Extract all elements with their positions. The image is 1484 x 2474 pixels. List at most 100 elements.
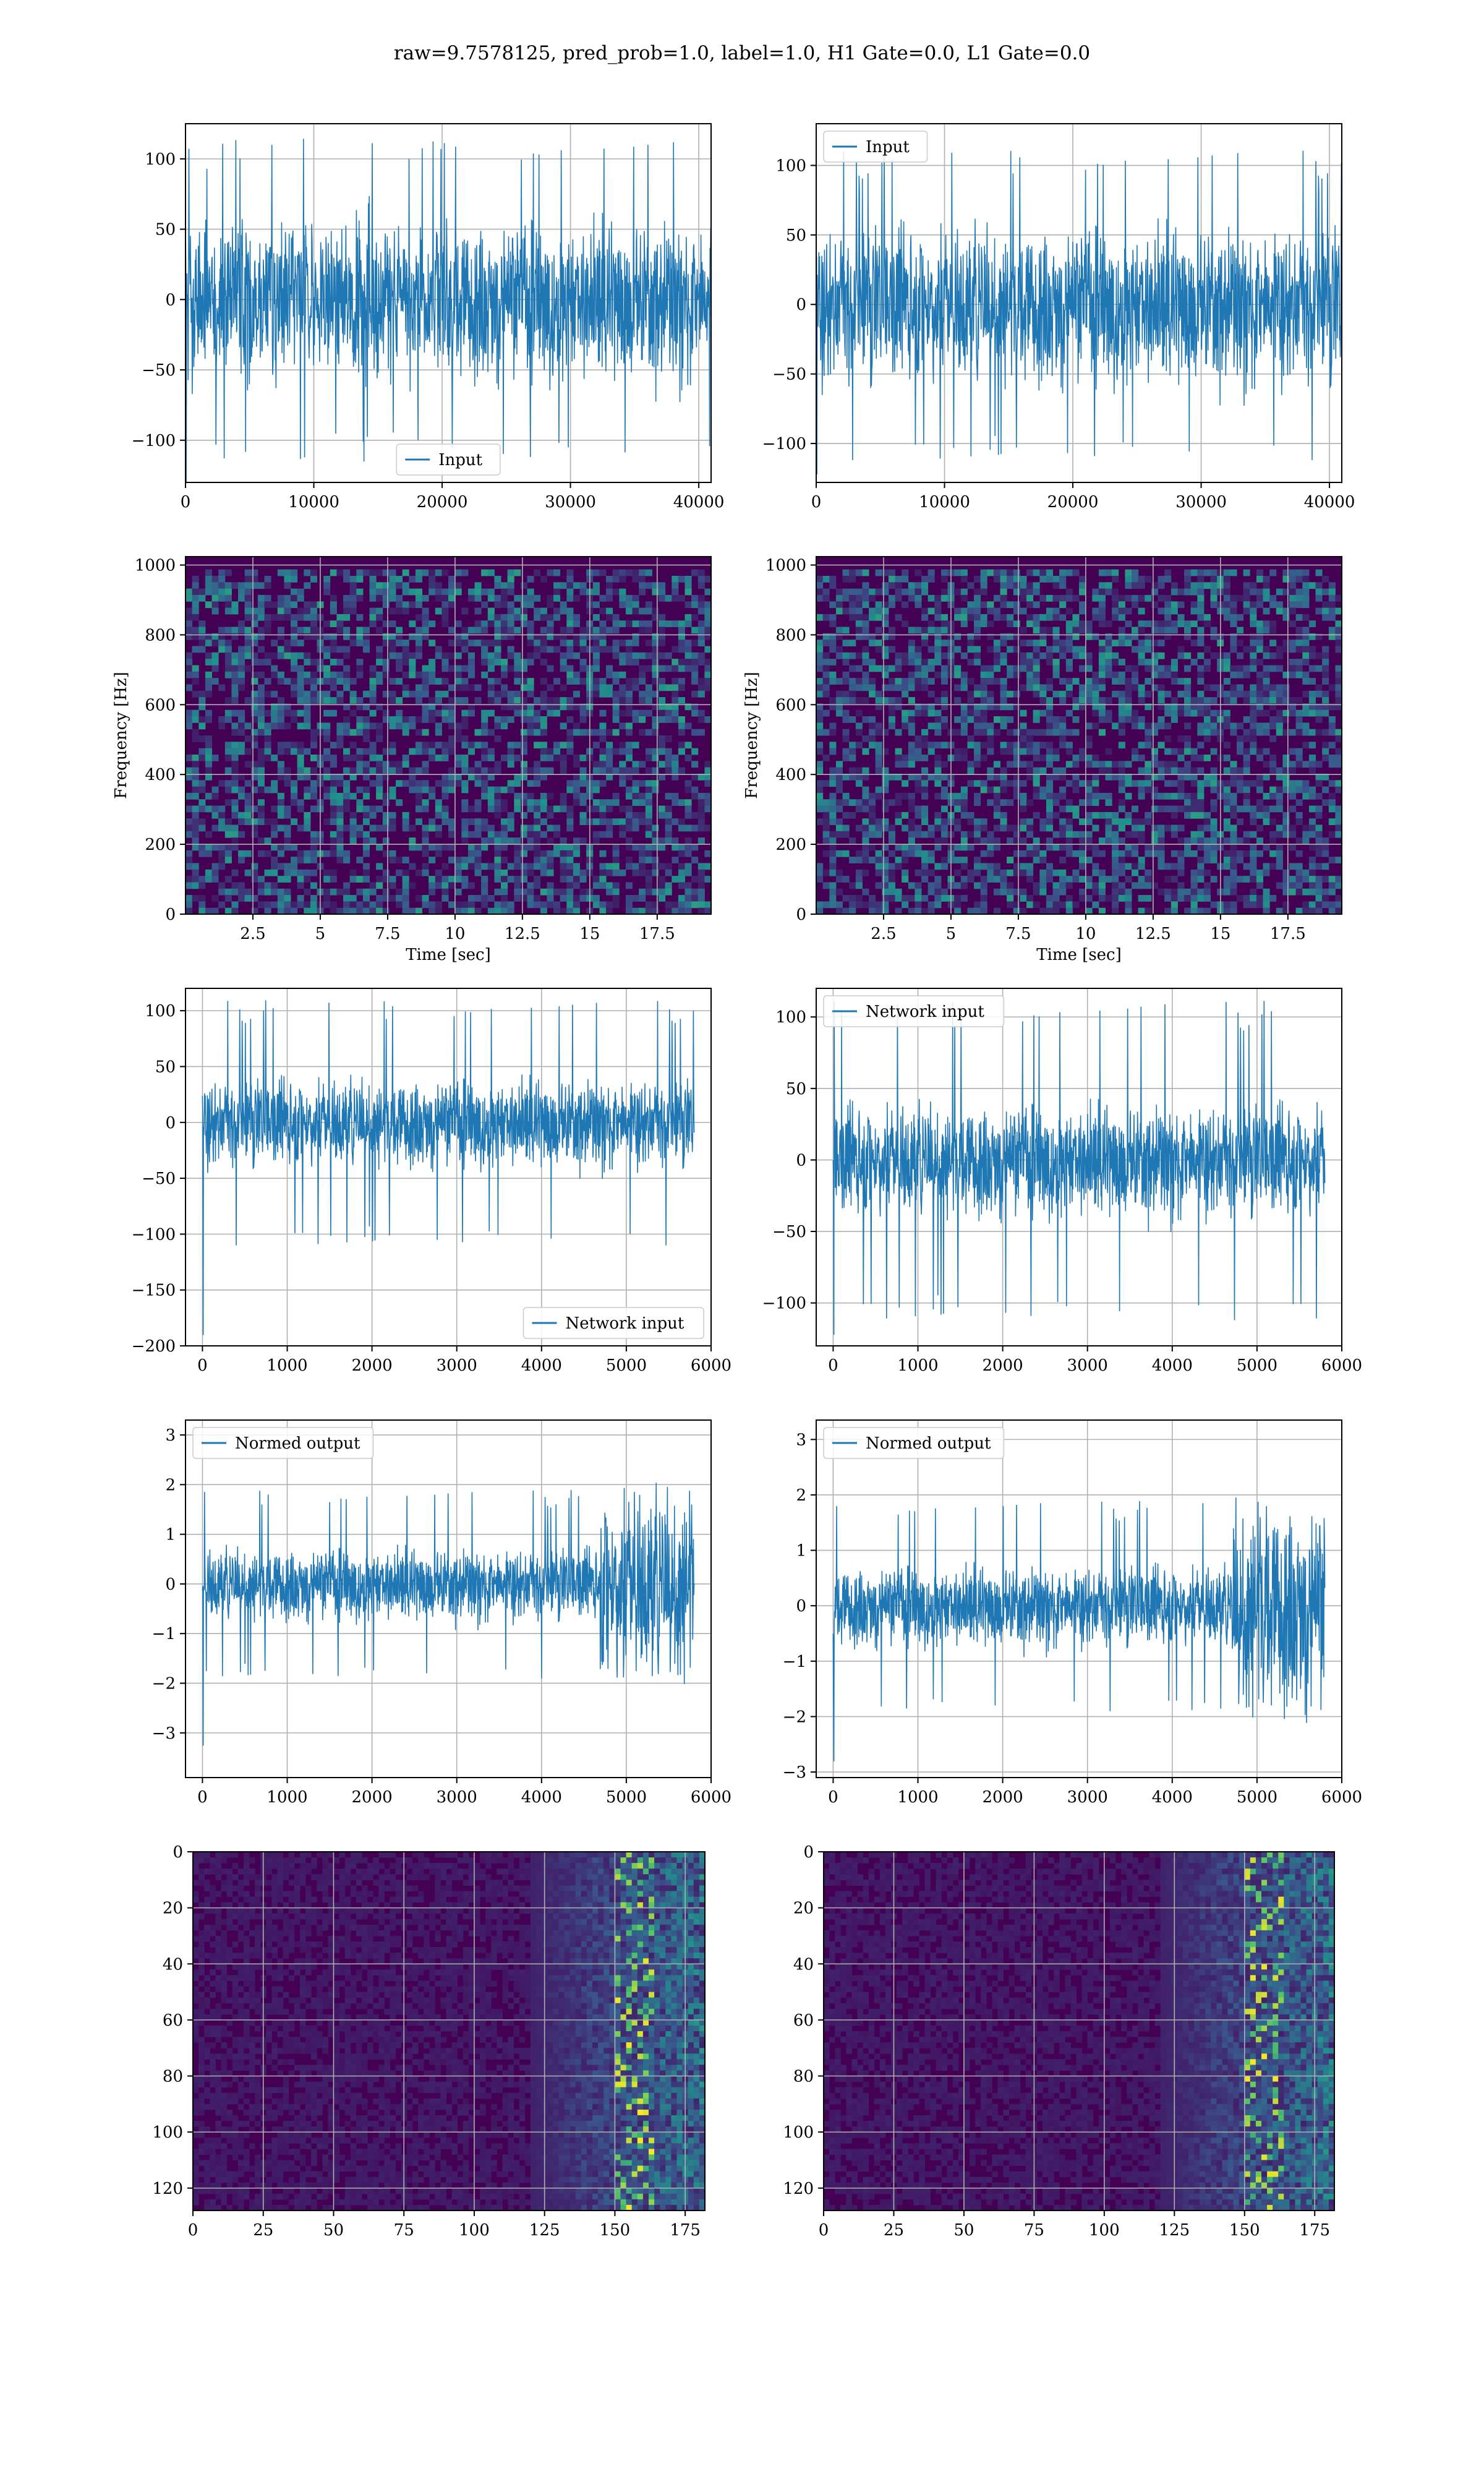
heatmap-cell bbox=[291, 594, 298, 602]
heatmap-cell bbox=[330, 742, 337, 749]
heatmap-cell bbox=[645, 857, 652, 863]
heatmap-cell bbox=[1065, 761, 1073, 768]
heatmap-cell bbox=[1059, 818, 1067, 826]
heatmap-cell bbox=[1092, 869, 1099, 876]
heatmap-cell bbox=[974, 824, 981, 832]
heatmap-cell bbox=[974, 627, 981, 634]
heatmap-cell bbox=[816, 818, 824, 826]
heatmap-cell bbox=[553, 742, 561, 749]
heatmap-cell bbox=[1250, 652, 1257, 659]
heatmap-cell bbox=[461, 627, 469, 634]
heatmap-cell bbox=[330, 876, 337, 883]
heatmap-cell bbox=[356, 901, 364, 909]
heatmap-cell bbox=[967, 709, 974, 717]
heatmap-cell bbox=[534, 767, 541, 774]
heatmap-cell bbox=[704, 799, 712, 807]
heatmap-cell bbox=[231, 761, 239, 768]
heatmap-cell bbox=[192, 773, 199, 781]
heatmap-cell bbox=[612, 850, 620, 857]
heatmap-cell bbox=[1033, 811, 1040, 819]
heatmap-cell bbox=[980, 671, 987, 678]
heatmap-cell bbox=[678, 895, 686, 902]
heatmap-cell bbox=[1263, 588, 1270, 596]
heatmap-cell bbox=[251, 703, 258, 711]
heatmap-cell bbox=[967, 742, 974, 749]
heatmap-cell bbox=[691, 652, 699, 659]
heatmap-cell bbox=[632, 780, 639, 787]
heatmap-cell bbox=[915, 652, 922, 659]
heatmap-cell bbox=[934, 882, 942, 889]
heatmap-cell bbox=[192, 646, 199, 653]
heatmap-cell bbox=[869, 684, 876, 691]
heatmap-cell bbox=[619, 601, 626, 609]
heatmap-cell bbox=[1072, 773, 1080, 781]
heatmap-cell bbox=[277, 703, 284, 711]
heatmap-cell bbox=[1020, 588, 1027, 596]
heatmap-cell bbox=[277, 594, 284, 602]
heatmap-cell bbox=[540, 773, 547, 781]
heatmap-cell bbox=[1269, 761, 1277, 768]
heatmap-cell bbox=[573, 869, 581, 876]
heatmap-cell bbox=[1263, 627, 1270, 634]
heatmap-cell bbox=[540, 850, 547, 857]
heatmap-cell bbox=[277, 850, 284, 857]
heatmap-cell bbox=[1190, 882, 1198, 889]
heatmap-cell bbox=[1177, 588, 1185, 596]
heatmap-cell bbox=[704, 665, 712, 672]
heatmap-cell bbox=[987, 633, 994, 640]
heatmap-cell bbox=[481, 627, 488, 634]
heatmap-cell bbox=[908, 755, 915, 761]
heatmap-cell bbox=[1243, 850, 1250, 857]
heatmap-cell bbox=[1295, 882, 1303, 889]
heatmap-cell bbox=[1190, 703, 1198, 711]
heatmap-cell bbox=[494, 640, 501, 647]
heatmap-cell bbox=[902, 576, 909, 583]
heatmap-cell bbox=[474, 607, 482, 615]
heatmap-cell bbox=[573, 799, 581, 807]
heatmap-cell bbox=[855, 901, 863, 909]
heatmap-cell bbox=[1112, 882, 1119, 889]
heatmap-cell bbox=[494, 805, 501, 813]
heatmap-cell bbox=[1230, 863, 1237, 870]
heatmap-cell bbox=[822, 837, 830, 844]
heatmap-cell bbox=[534, 633, 541, 640]
heatmap-cell bbox=[1132, 850, 1139, 857]
heatmap-cell bbox=[980, 907, 987, 915]
heatmap-cell bbox=[1164, 614, 1172, 621]
heatmap-cell bbox=[855, 594, 863, 602]
heatmap-cell bbox=[336, 888, 344, 896]
heatmap-cell bbox=[487, 895, 495, 902]
heatmap-cell bbox=[1243, 697, 1250, 704]
heatmap-cell bbox=[376, 671, 383, 678]
heatmap-cell bbox=[441, 588, 449, 596]
heatmap-cell bbox=[612, 818, 620, 826]
heatmap-cell bbox=[967, 678, 974, 685]
heatmap-cell bbox=[579, 888, 587, 896]
heatmap-cell bbox=[1105, 767, 1112, 774]
heatmap-cell bbox=[534, 901, 541, 909]
heatmap-cell bbox=[816, 780, 824, 787]
heatmap-cell bbox=[652, 703, 659, 711]
heatmap-cell bbox=[297, 857, 304, 863]
heatmap-cell bbox=[888, 627, 896, 634]
heatmap-cell bbox=[1177, 837, 1185, 844]
heatmap-cell bbox=[238, 627, 245, 634]
heatmap-cell bbox=[639, 811, 646, 819]
heatmap-cell bbox=[1295, 576, 1303, 583]
heatmap-cell bbox=[1013, 620, 1020, 628]
heatmap-cell bbox=[625, 684, 633, 691]
heatmap-cell bbox=[1007, 671, 1014, 678]
heatmap-cell bbox=[606, 755, 613, 761]
heatmap-cell bbox=[869, 831, 876, 838]
heatmap-cell bbox=[467, 901, 475, 909]
heatmap-cell bbox=[514, 678, 521, 685]
heatmap-cell bbox=[211, 811, 219, 819]
heatmap-cell bbox=[974, 729, 981, 736]
heatmap-cell bbox=[264, 576, 271, 583]
heatmap-cell bbox=[672, 876, 679, 883]
heatmap-cell bbox=[520, 761, 528, 768]
heatmap-cell bbox=[1171, 805, 1178, 813]
heatmap-cell bbox=[915, 646, 922, 653]
heatmap-cell bbox=[816, 709, 824, 717]
heatmap-cell bbox=[1276, 792, 1283, 800]
